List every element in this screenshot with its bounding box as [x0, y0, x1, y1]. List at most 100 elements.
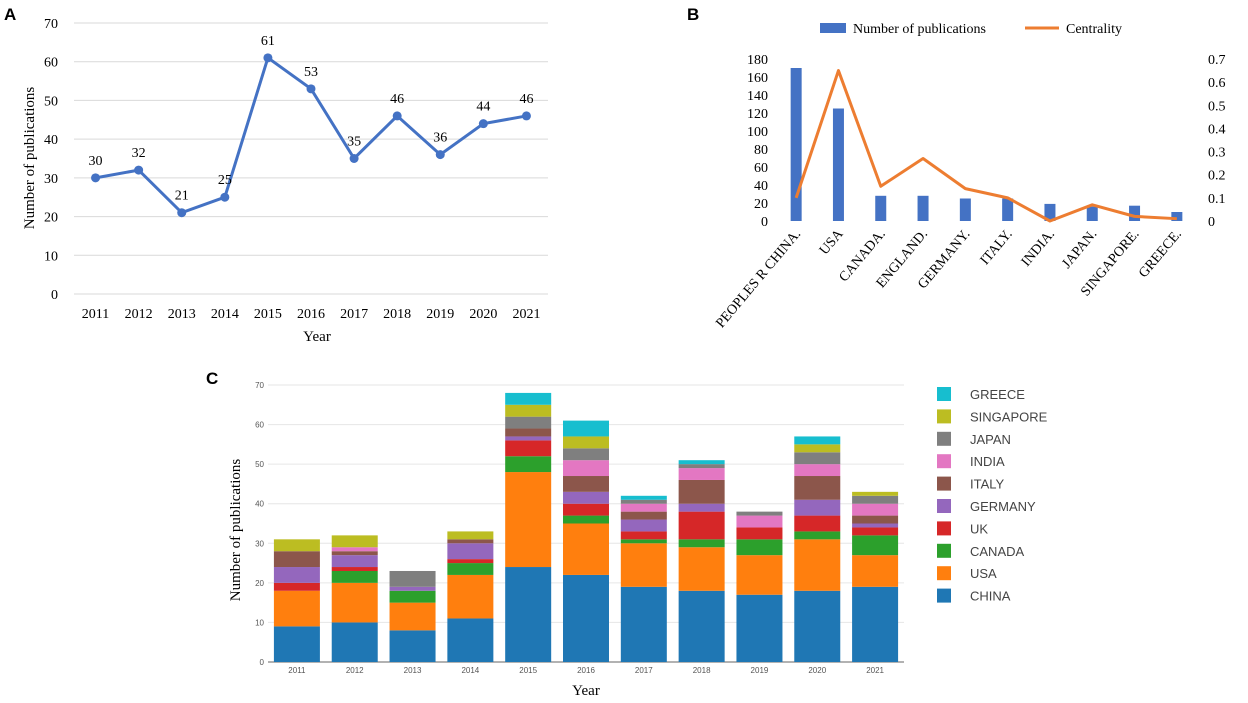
- chart-c-legend-label: GERMANY: [970, 499, 1036, 514]
- chart-c-bar-segment: [331, 582, 378, 623]
- chart-c-bar-segment: [331, 570, 378, 583]
- chart-b-y-tick-label-right: 0.7: [1208, 53, 1226, 68]
- chart-c-legend-swatch: [937, 409, 951, 424]
- chart-c-x-tick-label: 2019: [751, 666, 769, 675]
- chart-c-legend-label: CHINA: [970, 589, 1011, 604]
- chart-b-y-tick-label-right: 0.2: [1208, 169, 1226, 184]
- chart-a-data-label: 46: [390, 92, 404, 107]
- chart-a-data-label: 36: [433, 131, 447, 146]
- chart-c-bar-segment: [852, 503, 899, 516]
- chart-a-data-label: 30: [89, 154, 103, 169]
- chart-a-x-tick-label: 2019: [426, 307, 454, 322]
- chart-a-data-point: [220, 192, 230, 202]
- chart-c-legend-swatch: [937, 566, 951, 581]
- chart-c-y-tick-label: 70: [255, 381, 264, 390]
- chart-b-x-tick-label: GREECE.: [1136, 227, 1185, 281]
- chart-b-x-tick-label: JAPAN.: [1059, 227, 1100, 272]
- chart-c-bar-segment: [331, 551, 378, 556]
- chart-a-y-tick-label: 20: [44, 211, 58, 226]
- chart-b-x-tick-label: ITALY.: [978, 227, 1016, 268]
- chart-c-bar-segment: [678, 590, 725, 662]
- chart-c-legend-swatch: [937, 543, 951, 558]
- chart-b-bar: [832, 108, 844, 221]
- chart-c-bar-segment: [852, 555, 899, 587]
- chart-a-x-tick-label: 2013: [168, 307, 196, 322]
- chart-c-bar-segment: [505, 436, 552, 441]
- chart-a-data-label: 32: [132, 146, 146, 161]
- chart-a-data-point: [521, 111, 531, 121]
- chart-a-x-tick-label: 2012: [125, 307, 153, 322]
- chart-b-y-ticks-right: 0 0.1 0.2 0.3 0.4 0.5 0.6 0.7: [1208, 53, 1226, 230]
- chart-c-bar-segment: [736, 527, 783, 540]
- chart-c-bar-segment: [736, 555, 783, 595]
- chart-a-y-tick-label: 70: [44, 17, 58, 32]
- chart-c-bar-segment: [852, 491, 899, 496]
- chart-c-bar-segment: [794, 539, 841, 591]
- chart-a-data-label: 21: [175, 189, 189, 204]
- chart-c-bar-segment: [331, 555, 378, 568]
- chart-c-bar-segment: [678, 511, 725, 540]
- chart-a-series: [91, 53, 531, 218]
- chart-b-x-tick-label: INDIA.: [1019, 227, 1058, 270]
- chart-a-gridlines: [74, 22, 548, 295]
- chart-c-bar-segment: [447, 539, 494, 544]
- chart-a-data-point: [349, 154, 359, 163]
- chart-c-bar-segment: [678, 503, 725, 512]
- chart-b-y-tick-label-left: 60: [754, 161, 768, 176]
- chart-c-x-tick-label: 2016: [577, 666, 595, 675]
- chart-c-bar-segment: [678, 547, 725, 591]
- chart-c-stacked-bar: 0 10 20 30 40 50 60 70 2011 2012 2013 2014 2015 2016…: [228, 381, 1048, 699]
- chart-c-bars: [273, 392, 899, 662]
- chart-c-bar-segment: [389, 630, 436, 662]
- chart-c-y-axis-label: Number of publications: [228, 459, 244, 602]
- chart-c-bar-segment: [852, 523, 899, 528]
- chart-c-bar-segment: [447, 531, 494, 540]
- chart-c-bar-segment: [620, 543, 667, 587]
- chart-c-x-tick-label: 2011: [288, 666, 306, 675]
- chart-c-bar-segment: [273, 626, 320, 662]
- chart-a-data-label: 53: [304, 65, 318, 80]
- chart-c-bar-segment: [563, 574, 609, 662]
- chart-b-x-tick-label: USA: [817, 226, 847, 258]
- chart-a-x-ticks: 2011 2012 2013 2014 2015 2016 2017 2018 2019 2020…: [82, 307, 541, 322]
- chart-a-x-tick-label: 2011: [82, 307, 109, 322]
- chart-c-bar-segment: [273, 582, 320, 591]
- chart-c-bar-segment: [794, 476, 841, 500]
- chart-b-bar: [790, 68, 802, 221]
- chart-a-x-tick-label: 2017: [340, 307, 368, 322]
- chart-b-legend-label-bars: Number of publications: [853, 22, 986, 37]
- chart-c-bar-segment: [852, 515, 899, 524]
- chart-c-legend: GREECE SINGAPORE JAPAN INDIA ITALY GERMANY UK C…: [937, 387, 1048, 604]
- chart-c-x-tick-label: 2014: [461, 666, 479, 675]
- chart-c-bar-segment: [331, 547, 378, 552]
- chart-a-data-label: 25: [218, 173, 232, 188]
- chart-c-y-tick-label: 20: [255, 579, 264, 588]
- chart-b-y-tick-label-left: 80: [754, 143, 768, 158]
- chart-c-bar-segment: [273, 551, 320, 568]
- chart-c-y-tick-label: 10: [255, 618, 264, 627]
- chart-b-bar: [959, 198, 971, 221]
- chart-c-bar-segment: [794, 436, 841, 445]
- chart-a-data-point: [435, 150, 445, 160]
- chart-b-centrality-line: [794, 69, 1177, 223]
- chart-c-bar-segment: [505, 428, 552, 437]
- chart-c-legend-label: SINGAPORE: [970, 409, 1048, 424]
- chart-a-x-tick-label: 2020: [469, 307, 497, 322]
- chart-c-bar-segment: [563, 420, 609, 437]
- chart-c-x-tick-label: 2015: [519, 666, 537, 675]
- chart-b-legend: Number of publications Centrality: [820, 22, 1122, 37]
- chart-b-combo: Number of publications Centrality 0 20 40 6…: [713, 22, 1225, 331]
- chart-c-x-tick-label: 2017: [635, 666, 653, 675]
- chart-a-data-point: [134, 165, 144, 175]
- chart-c-bar-segment: [620, 519, 667, 532]
- chart-a-data-label: 44: [476, 100, 490, 115]
- chart-c-bar-segment: [389, 586, 436, 591]
- chart-c-bar-segment: [852, 586, 899, 662]
- chart-b-y-tick-label-left: 140: [747, 89, 768, 104]
- chart-c-legend-swatch: [937, 387, 951, 401]
- chart-c-bar-segment: [794, 452, 841, 465]
- chart-b-x-ticks: PEOPLES R CHINA. USACANADA.ENGLAND.GERMAN…: [713, 226, 1184, 331]
- chart-c-bar-segment: [331, 622, 378, 662]
- chart-c-y-tick-label: 60: [255, 421, 264, 430]
- chart-a-x-axis-label: Year: [303, 329, 331, 345]
